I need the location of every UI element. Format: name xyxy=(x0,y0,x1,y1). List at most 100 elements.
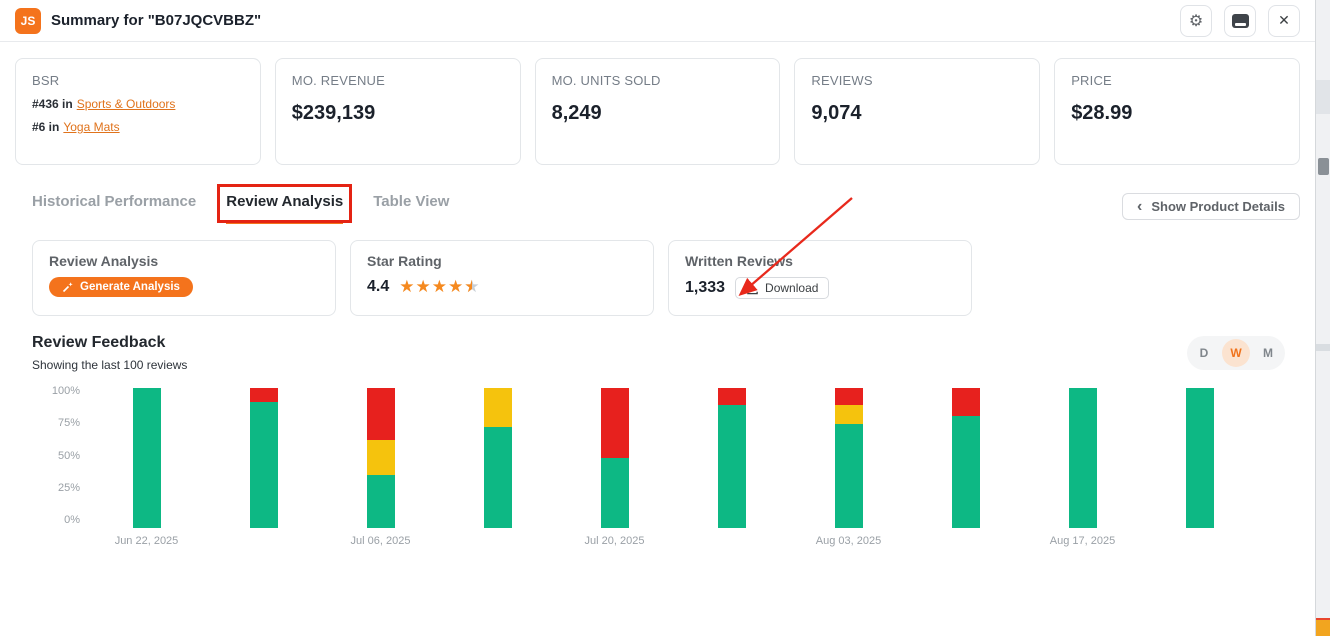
stacked-bar xyxy=(1185,388,1214,528)
chevron-left-icon: ‹ xyxy=(1137,197,1143,215)
bar-segment-neutral xyxy=(366,439,395,475)
tabs-row: Historical Performance Review Analysis T… xyxy=(0,181,1315,224)
review-feedback-subtitle: Showing the last 100 reviews xyxy=(32,358,188,372)
stat-value: $239,139 xyxy=(291,102,376,124)
stat-value: 8,249 xyxy=(551,102,602,124)
chart-y-axis: 100% 75% 50% 25% 0% xyxy=(16,385,88,528)
period-button-day[interactable]: D xyxy=(1190,339,1218,367)
tab-historical-performance[interactable]: Historical Performance xyxy=(32,193,196,221)
bsr-category-link[interactable]: Sports & Outdoors xyxy=(76,97,176,111)
background-page-strip xyxy=(1316,0,1330,636)
download-icon xyxy=(747,282,758,294)
y-axis-tick-label: 25% xyxy=(57,481,80,494)
stat-label: MO. UNITS SOLD xyxy=(551,73,661,88)
bar-slot: Aug 17, 2025 xyxy=(1024,388,1141,548)
star-icon: ★ xyxy=(448,277,465,296)
bar-segment-negative xyxy=(249,388,278,402)
review-analysis-card: Review Analysis Generate Analysis xyxy=(32,240,336,316)
stacked-bar xyxy=(132,388,161,528)
period-button-week[interactable]: W xyxy=(1222,339,1250,367)
bar-segment-positive xyxy=(483,427,512,528)
bsr-rank-prefix: #436 in xyxy=(32,97,73,111)
card-title: Review Analysis xyxy=(49,253,159,269)
tab-table-view[interactable]: Table View xyxy=(373,193,449,221)
bar-segment-negative xyxy=(951,388,980,416)
x-axis-tick-label: Jun 22, 2025 xyxy=(114,535,179,547)
bar-segment-negative xyxy=(834,388,863,405)
period-toggle: D W M xyxy=(1187,336,1285,370)
download-reviews-button[interactable]: Download xyxy=(735,277,830,299)
bar-slot: Aug 03, 2025 xyxy=(790,388,907,548)
bar-slot xyxy=(205,388,322,548)
download-label: Download xyxy=(765,281,819,295)
generate-analysis-button[interactable]: Generate Analysis xyxy=(49,277,193,297)
bar-slot xyxy=(1141,388,1258,548)
star-icon: ★ xyxy=(399,277,416,296)
background-fragment xyxy=(1318,158,1329,175)
bsr-rank-line: #436 in Sports & Outdoors xyxy=(32,97,244,111)
period-button-month[interactable]: M xyxy=(1254,339,1282,367)
bar-segment-positive xyxy=(717,404,746,528)
close-button[interactable]: ✕ xyxy=(1268,4,1300,37)
close-icon: ✕ xyxy=(1278,12,1290,28)
generate-analysis-label: Generate Analysis xyxy=(80,281,180,293)
stacked-bar xyxy=(600,388,629,528)
review-feedback-header: Review Feedback Showing the last 100 rev… xyxy=(0,316,1315,372)
card-title: Star Rating xyxy=(367,253,442,269)
show-product-details-label: Show Product Details xyxy=(1151,199,1285,214)
bar-slot: Jul 20, 2025 xyxy=(556,388,673,548)
junglescout-logo-icon: JS xyxy=(15,7,41,34)
star-icon: ★★ xyxy=(464,277,481,296)
bar-segment-neutral xyxy=(834,404,863,425)
tab-label: Historical Performance xyxy=(32,193,197,210)
written-reviews-count: 1,333 xyxy=(685,279,726,296)
card-title: Written Reviews xyxy=(685,253,793,269)
tab-label: Review Analysis xyxy=(226,193,344,210)
bar-slot: Jun 22, 2025 xyxy=(88,388,205,548)
stat-card-revenue: MO. REVENUE $239,139 xyxy=(274,58,521,165)
bar-segment-positive xyxy=(951,416,980,528)
gear-icon: ⚙ xyxy=(1188,12,1204,30)
stat-label: MO. REVENUE xyxy=(291,73,386,88)
y-axis-tick-label: 50% xyxy=(57,449,80,462)
stacked-bar xyxy=(717,388,746,528)
background-fragment xyxy=(1316,618,1330,636)
review-feedback-title: Review Feedback xyxy=(32,334,166,351)
dock-view-button[interactable] xyxy=(1224,4,1256,37)
bar-segment-negative xyxy=(600,388,629,458)
y-axis-tick-label: 100% xyxy=(51,385,80,397)
bar-segment-positive xyxy=(1068,388,1097,528)
bar-slot xyxy=(439,388,556,548)
bar-segment-negative xyxy=(366,388,395,440)
bsr-category-link[interactable]: Yoga Mats xyxy=(63,120,120,134)
stacked-bar xyxy=(366,388,395,528)
bar-segment-positive xyxy=(249,402,278,528)
y-axis-tick-label: 75% xyxy=(57,417,80,430)
wand-icon xyxy=(62,282,73,293)
star-icon: ★ xyxy=(431,277,448,296)
modal-header: JS Summary for "B07JQCVBBZ" ⚙ ✕ xyxy=(0,0,1315,42)
background-fragment xyxy=(1316,344,1330,351)
settings-button[interactable]: ⚙ xyxy=(1180,4,1212,37)
tab-review-analysis[interactable]: Review Analysis xyxy=(217,184,353,224)
show-product-details-button[interactable]: ‹ Show Product Details xyxy=(1122,193,1300,220)
bsr-rank-prefix: #6 in xyxy=(32,120,60,134)
bar-slot xyxy=(673,388,790,548)
star-rating-stars: ★★★★★★ xyxy=(399,277,480,297)
window-dock-icon xyxy=(1231,13,1249,28)
bar-segment-positive xyxy=(600,458,629,528)
stacked-bar xyxy=(951,388,980,528)
page-title: Summary for "B07JQCVBBZ" xyxy=(51,12,262,29)
written-reviews-card: Written Reviews 1,333 Download xyxy=(668,240,972,316)
x-axis-tick-label: Jul 20, 2025 xyxy=(584,535,645,547)
y-axis-tick-label: 0% xyxy=(64,514,80,526)
stat-card-bsr: BSR #436 in Sports & Outdoors #6 in Yoga M… xyxy=(15,58,261,165)
mini-cards-row: Review Analysis Generate Analysis Star R… xyxy=(0,224,1315,316)
review-feedback-chart: 100% 75% 50% 25% 0% Jun 22, 2025 Jul 06, 2025… xyxy=(0,385,1315,548)
bar-slot: Jul 06, 2025 xyxy=(322,388,439,548)
stat-card-price: PRICE $28.99 xyxy=(1054,58,1300,165)
stat-card-units-sold: MO. UNITS SOLD 8,249 xyxy=(534,58,781,165)
x-axis-tick-label: Aug 17, 2025 xyxy=(1049,535,1116,547)
bar-segment-negative xyxy=(717,388,746,405)
stats-row: BSR #436 in Sports & Outdoors #6 in Yoga M… xyxy=(0,42,1315,181)
